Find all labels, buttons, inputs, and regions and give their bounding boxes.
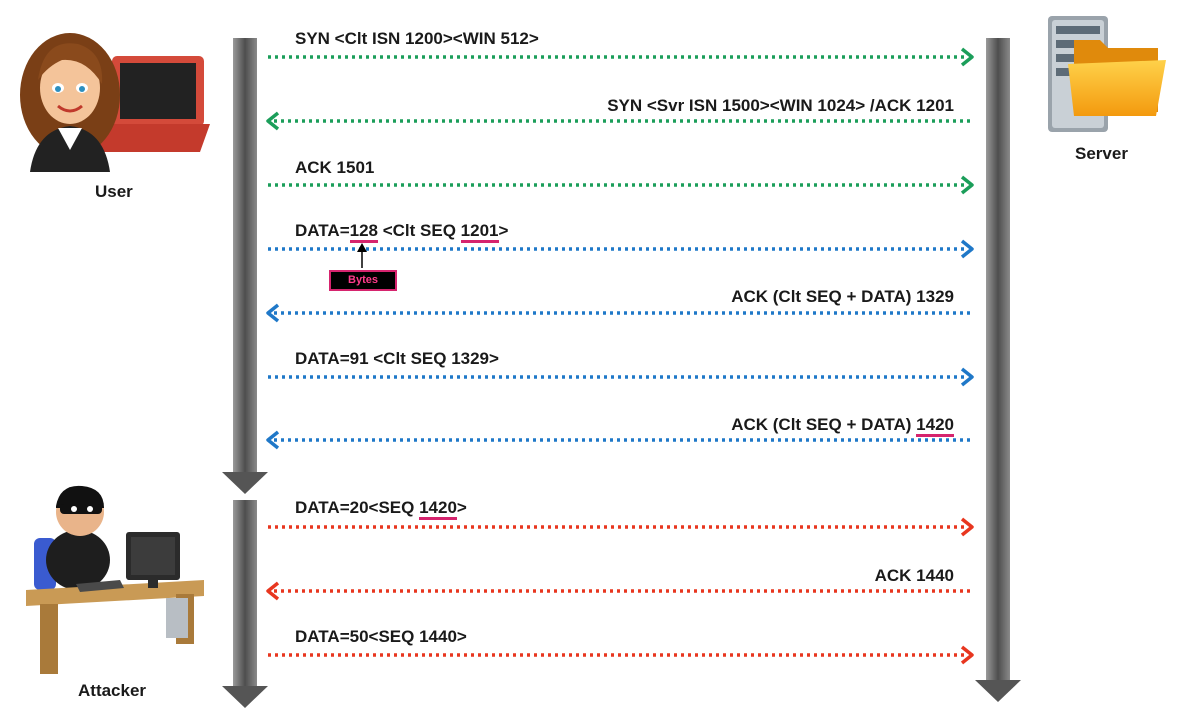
message-arrowhead-8 (960, 517, 974, 537)
message-arrowhead-2 (266, 111, 280, 131)
message-label-1: SYN <Clt ISN 1200><WIN 512> (295, 29, 539, 48)
message-arrowhead-9 (266, 581, 280, 601)
message-label-6: DATA=91 <Clt SEQ 1329> (295, 349, 499, 368)
message-text: DATA=20<SEQ (295, 498, 420, 517)
user-lifeline (222, 38, 268, 494)
message-text: DATA= (295, 221, 350, 240)
attacker-lifeline (222, 500, 268, 708)
underlined-value: 128 (349, 221, 378, 243)
message-arrows (266, 47, 974, 665)
message-text: <Clt SEQ (378, 221, 461, 240)
message-label-2: SYN <Svr ISN 1500><WIN 1024> /ACK 1201 (607, 96, 954, 115)
message-text: > (498, 221, 509, 240)
message-label-3: ACK 1501 (295, 158, 375, 177)
message-label-7: ACK (Clt SEQ + DATA) 1420 (731, 415, 954, 437)
server-lifeline (975, 38, 1021, 702)
underlined-value: 1420 (916, 415, 954, 437)
message-label-8: DATA=20<SEQ 1420> (295, 498, 467, 520)
server-label: Server (1075, 144, 1128, 163)
user-label: User (95, 182, 133, 201)
user-avatar (20, 33, 210, 172)
attacker-label: Attacker (78, 681, 147, 700)
message-arrowhead-7 (266, 430, 280, 450)
message-label-5: ACK (Clt SEQ + DATA) 1329 (731, 287, 954, 306)
server-icon (1048, 16, 1166, 132)
message-text: > (456, 498, 467, 517)
message-arrowhead-1 (960, 47, 974, 67)
message-label-9: ACK 1440 (874, 566, 954, 585)
message-label-10: DATA=50<SEQ 1440> (295, 627, 467, 646)
message-arrowhead-10 (960, 645, 974, 665)
message-text: ACK (Clt SEQ + DATA) (731, 415, 917, 434)
message-arrowhead-4 (960, 239, 974, 259)
bytes-pointer-arrow (357, 243, 367, 268)
underlined-value: 1201 (460, 221, 499, 243)
message-arrowhead-6 (960, 367, 974, 387)
message-arrowhead-5 (266, 303, 280, 323)
message-arrowhead-3 (960, 175, 974, 195)
message-label-4: DATA=128 <Clt SEQ 1201> (295, 221, 509, 243)
attacker-avatar (26, 485, 204, 674)
underlined-value: 1420 (419, 498, 457, 520)
bytes-annotation: Bytes (329, 270, 397, 291)
